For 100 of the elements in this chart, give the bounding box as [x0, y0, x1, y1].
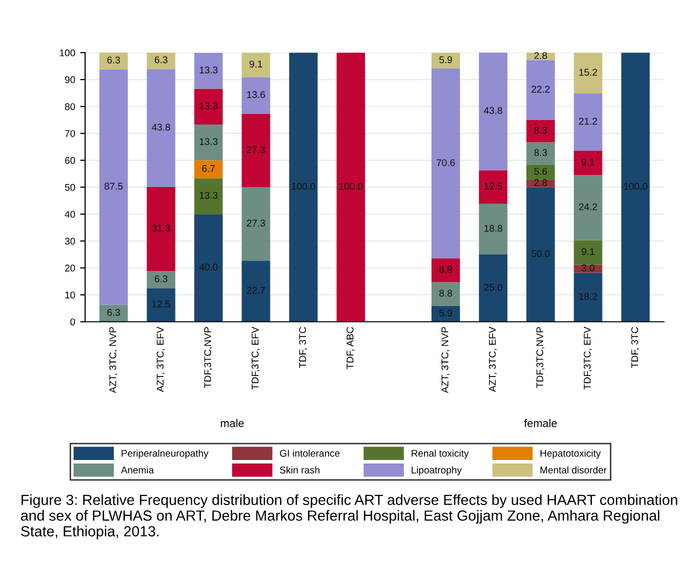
- data-label: 6.3: [107, 309, 120, 316]
- data-label: 18.8: [484, 224, 502, 232]
- data-label: 13.3: [200, 192, 218, 199]
- x-tick-label: AZT, 3TC, NVP: [441, 327, 450, 394]
- legend-label: Hepatotoxicity: [540, 450, 601, 459]
- data-label: 43.8: [484, 107, 502, 114]
- bar: [574, 272, 602, 322]
- legend-label: Anemia: [120, 466, 154, 474]
- x-tick-label: TDF, 3TC: [299, 326, 308, 368]
- bar: [574, 240, 602, 265]
- data-label: 8.8: [439, 290, 452, 297]
- y-tick-label: 10: [65, 292, 76, 298]
- legend-label: Lipoatrophy: [412, 466, 462, 476]
- data-label: 8.8: [439, 266, 452, 273]
- bar: [478, 204, 508, 254]
- data-label: 6.3: [154, 275, 168, 282]
- data-label: 6.3: [154, 56, 168, 64]
- text: female: [524, 418, 557, 428]
- bar: [146, 288, 176, 322]
- y-tick-label: 20: [65, 264, 76, 272]
- x-tick-label: TDF,3TC,NVP: [204, 327, 212, 388]
- data-label: 13.3: [200, 102, 218, 110]
- bar: [194, 160, 223, 178]
- bar: [194, 178, 223, 214]
- bar: [242, 77, 270, 114]
- bar: [99, 52, 128, 70]
- data-label: 13.3: [200, 66, 218, 74]
- data-label: 70.6: [436, 159, 455, 166]
- x-tick-label: AZT, 3TC, EFV: [156, 326, 165, 392]
- bar: [478, 254, 508, 322]
- data-label: 12.5: [152, 300, 170, 308]
- x-tick-label: AZT, 3TC, NVP: [109, 327, 118, 394]
- data-label: 18.2: [579, 292, 598, 300]
- bar: [526, 187, 555, 322]
- data-label: 5.9: [439, 56, 452, 64]
- y-tick-label: 30: [64, 238, 76, 245]
- data-label: 13.6: [247, 91, 265, 98]
- bar: [99, 69, 128, 305]
- bar: [194, 88, 223, 124]
- bar: [336, 52, 366, 322]
- x-tick-label: AZT, 3TC, EFV: [488, 326, 497, 392]
- bar: [526, 164, 555, 180]
- bar: [194, 214, 223, 322]
- data-label: 6.7: [202, 165, 215, 172]
- data-label: 40.0: [199, 264, 218, 271]
- data-label: 5.6: [534, 168, 547, 175]
- bar: [574, 175, 602, 240]
- data-label: 100.0: [624, 182, 648, 190]
- bar: [289, 52, 318, 322]
- bar: [194, 52, 223, 89]
- bar: [574, 94, 602, 151]
- bar: [526, 120, 555, 142]
- legend-label: Renal toxicity: [412, 450, 469, 459]
- bar: [242, 187, 270, 261]
- bar: [431, 68, 460, 259]
- data-label: 5.9: [439, 310, 452, 316]
- data-label: 9.1: [250, 60, 262, 68]
- bar: [574, 264, 602, 273]
- y-tick-label: 60: [65, 157, 76, 164]
- legend-label: Mental disorder: [540, 466, 607, 474]
- bar: [146, 69, 176, 187]
- bar: [574, 52, 602, 94]
- data-label: 3.0: [582, 264, 594, 272]
- data-label: 100.0: [339, 182, 363, 190]
- bar: [431, 52, 460, 69]
- data-label: 24.2: [579, 203, 598, 210]
- x-tick-label: TDF,3TC, EFV: [252, 326, 260, 390]
- data-label: 50.0: [532, 250, 550, 258]
- data-label: 9.1: [582, 248, 594, 256]
- bar: [146, 271, 176, 288]
- y-tick-label: 90: [65, 76, 76, 84]
- x-tick-label: TDF,3TC,NVP: [536, 327, 544, 388]
- legend-label: GI intolerance: [280, 450, 340, 457]
- bar: [146, 186, 176, 272]
- bar: [478, 52, 508, 170]
- data-label: 22.7: [246, 286, 265, 294]
- data-label: 25.0: [484, 284, 502, 291]
- data-label: 15.2: [579, 68, 598, 76]
- data-label: 6.3: [107, 56, 120, 64]
- x-tick-label: TDF, 3TC: [631, 326, 640, 368]
- x-tick-label: TDF,3TC, EFV: [584, 326, 592, 390]
- y-tick-label: 70: [65, 130, 76, 137]
- x-tick-label: TDF, ABC: [346, 326, 355, 370]
- data-label: 21.2: [579, 118, 598, 125]
- bar: [621, 52, 650, 322]
- data-label: 27.3: [246, 220, 265, 227]
- data-label: 100.0: [292, 182, 316, 190]
- data-label: 31.3: [152, 224, 170, 232]
- data-label: 22.2: [532, 86, 550, 93]
- y-tick-label: 100: [60, 49, 76, 56]
- data-label: 12.5: [484, 182, 502, 190]
- bar: [431, 258, 460, 282]
- y-tick-label: 80: [65, 103, 76, 110]
- bar: [242, 260, 270, 322]
- bar: [478, 170, 508, 204]
- bar: [526, 142, 555, 165]
- bar: [146, 52, 176, 70]
- data-label: 13.3: [200, 138, 218, 146]
- bar: [242, 114, 270, 188]
- data-label: 27.3: [246, 146, 265, 154]
